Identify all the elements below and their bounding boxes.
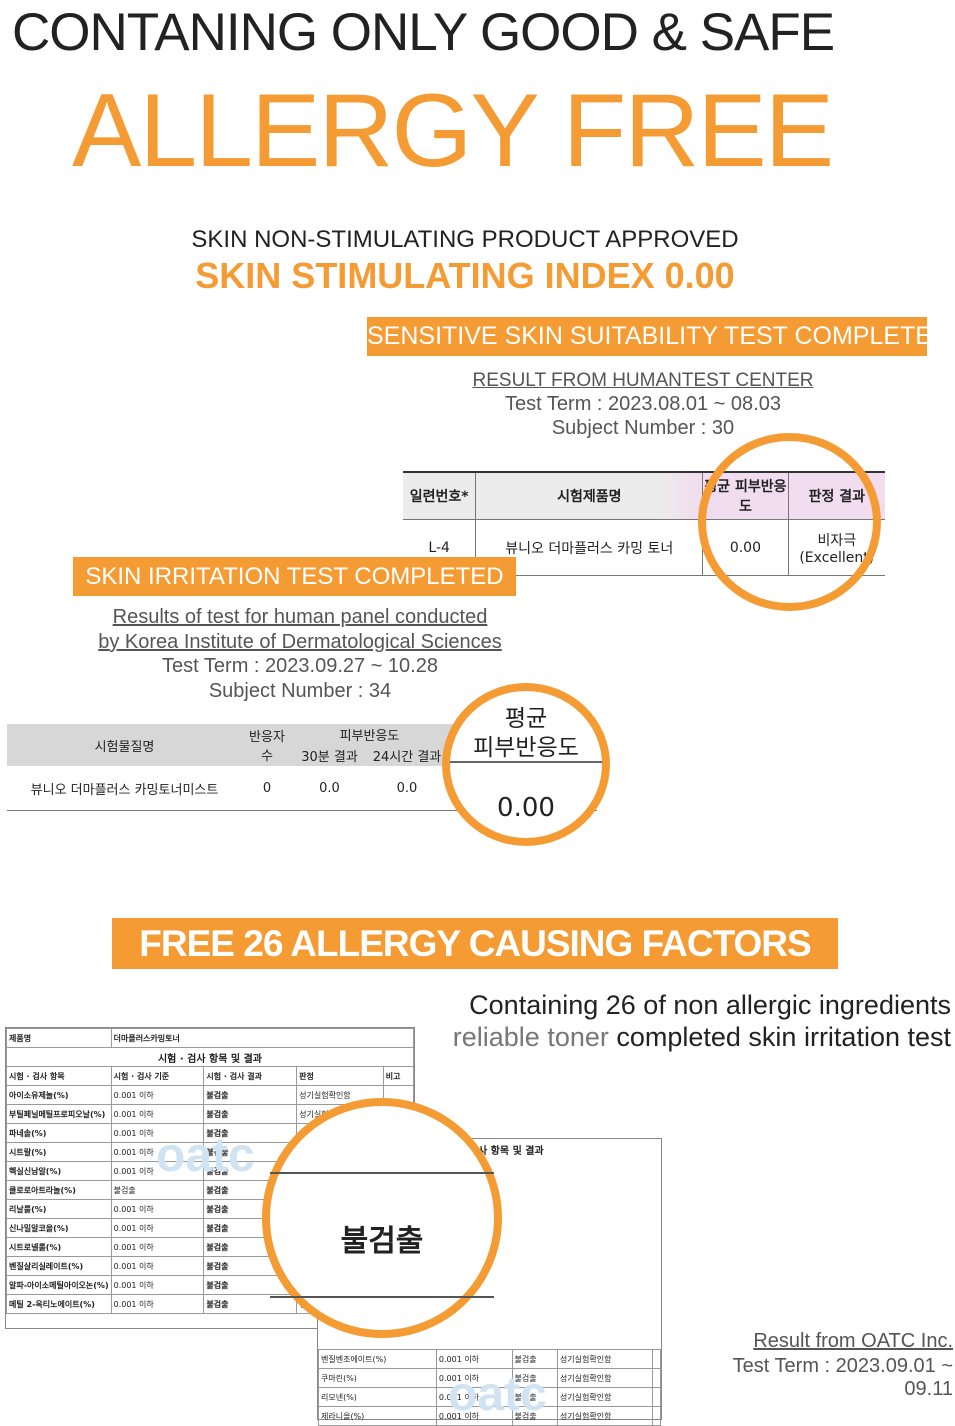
doc2-cell: 성기실험확인함 (556, 1368, 653, 1388)
doc-product-value: 더마플러스카밍토너 (110, 1028, 415, 1048)
doc2-cell: 성기실험확인함 (556, 1406, 653, 1426)
doc-header-result: 시험 · 검사 결과 (203, 1066, 298, 1086)
table-cell-30min: 0.0 (292, 766, 367, 811)
doc-cell: 불검출 (203, 1104, 298, 1124)
table-cell-product: 뷰니오 더마플러스 카밍 토너 (475, 519, 703, 576)
allergen-report-table-2: 벤질벤조에이트(%) 0.001 이하 불검출 성기실험확인함 쿠마린(%) 0.001 … (318, 1349, 662, 1426)
sensitive-source: RESULT FROM HUMANTEST CENTER (472, 370, 814, 391)
circle-label-line2: 피부반응도 (473, 735, 579, 761)
irritation-source-2: by Korea Institute of Dermatological Sci… (98, 631, 502, 653)
sensitive-term: Test Term : 2023.08.01 ~ 08.03 (505, 393, 781, 415)
doc-cell: 헥실신남알(%) (6, 1161, 112, 1181)
doc-header-note: 비고 (382, 1066, 415, 1086)
table-header-product: 시험제품명 (475, 471, 703, 520)
sensitive-subjects: Subject Number : 30 (551, 417, 735, 439)
highlight-circle-3: 불검출 (262, 1098, 502, 1338)
circle-label-line1: 평균 (504, 706, 548, 732)
doc-cell: 0.001 이하 (110, 1294, 205, 1314)
sensitive-test-bar: SENSITIVE SKIN SUITABILITY TEST COMPLETE… (367, 317, 950, 356)
doc-cell: 아이소유제놀(%) (6, 1085, 112, 1105)
table-header-serial: 일련번호* (403, 471, 476, 520)
magnifier-line-top (270, 1172, 494, 1174)
doc-cell: 신나밀알코올(%) (6, 1218, 112, 1238)
circle-divider (450, 761, 602, 763)
factors-desc-1: Containing 26 of non allergic ingredient… (469, 990, 951, 1020)
oatc-watermark: oatc (156, 1129, 255, 1182)
factors-desc-2: reliable toner completed skin irritation… (416, 1022, 951, 1053)
table-cell-substance: 뷰니오 더마플러스 카밍토너미스트 (7, 766, 242, 811)
factors-desc-2a: reliable toner (452, 1022, 609, 1052)
doc2-cell: 성기실험확인함 (556, 1387, 653, 1407)
doc-cell: 불검출 (110, 1180, 205, 1200)
table-header-responders: 반응자 수 (249, 730, 285, 764)
doc2-cell: 0.001 이하 (435, 1349, 513, 1369)
doc-cell: 부틸페닐메틸프로피오날(%) (6, 1104, 112, 1124)
doc2-row: 벤질벤조에이트(%) 0.001 이하 불검출 성기실험확인함 (318, 1349, 662, 1369)
doc-cell: 0.001 이하 (110, 1085, 205, 1105)
table-cell-24h: 0.0 (367, 766, 447, 811)
subtitle-index: SKIN STIMULATING INDEX 0.00 (195, 255, 735, 296)
doc-cell: 알파-아이소메틸아이오논(%) (6, 1275, 112, 1295)
irritation-test-bar: SKIN IRRITATION TEST COMPLETED (73, 557, 516, 596)
magnifier-text: 불검출 (340, 1224, 424, 1259)
doc-cell: 0.001 이하 (110, 1218, 205, 1238)
irritation-subjects: Subject Number : 34 (208, 680, 392, 702)
doc2-row: 제라니올(%) 0.001 이하 불검출 성기실험확인함 (318, 1406, 662, 1426)
doc-cell: 시트랄(%) (6, 1142, 112, 1162)
doc2-cell: 성기실험확인함 (556, 1349, 653, 1369)
doc-cell: 0.001 이하 (110, 1275, 205, 1295)
doc-cell: 0.001 이하 (110, 1256, 205, 1276)
table-header-reaction: 피부반응도 (339, 729, 400, 744)
irritation-source-1: Results of test for human panel conducte… (112, 606, 488, 628)
oatc-watermark-2: oatc (448, 1368, 547, 1421)
doc2-cell: 리모넨(%) (318, 1387, 437, 1407)
doc-header-verdict: 판정 (296, 1066, 384, 1086)
doc-cell: 클로로아트라놀(%) (6, 1180, 112, 1200)
doc2-cell: 벤질벤조에이트(%) (318, 1349, 437, 1369)
factors-desc-2b: completed skin irritation test (608, 1022, 951, 1052)
doc-title: 시험 · 검사 항목 및 결과 (6, 1047, 414, 1067)
highlight-circle-1 (698, 433, 881, 611)
doc-cell: 메틸 2-옥티노에이트(%) (6, 1294, 112, 1314)
oatc-term: Test Term : 2023.09.01 ~ 09.11 (732, 1355, 953, 1400)
doc2-cell: 불검출 (511, 1349, 558, 1369)
doc2-cell: 제라니올(%) (318, 1406, 437, 1426)
magnifier-line-bottom (270, 1296, 494, 1298)
allergy-factors-bar: FREE 26 ALLERGY CAUSING FACTORS (112, 918, 838, 969)
table-header-30min: 30분 결과 (301, 750, 358, 765)
doc2-title: 사 항목 및 결과 (478, 1146, 544, 1157)
doc-header-item: 시험 · 검사 항목 (6, 1066, 112, 1086)
doc-header-criteria: 시험 · 검사 기준 (110, 1066, 205, 1086)
doc-cell: 리날룰(%) (6, 1199, 112, 1219)
headline-top: CONTANING ONLY GOOD & SAFE (12, 3, 835, 62)
doc-cell: 0.001 이하 (110, 1237, 205, 1257)
table-header-substance: 시험물질명 (94, 739, 155, 755)
doc-cell: 벤질살리실레이트(%) (6, 1256, 112, 1276)
circle-value: 0.00 (497, 793, 555, 823)
doc-product-label: 제품명 (6, 1028, 112, 1048)
doc-cell: 시트로넬롤(%) (6, 1237, 112, 1257)
headline-main: ALLERGY FREE (72, 73, 834, 189)
oatc-source: Result from OATC Inc. (753, 1330, 953, 1352)
doc-cell: 불검출 (203, 1294, 298, 1314)
doc2-cell: 쿠마린(%) (318, 1368, 437, 1388)
doc-cell: 0.001 이하 (110, 1199, 205, 1219)
table-cell-responders: 0 (242, 766, 292, 811)
doc-cell: 불검출 (203, 1085, 298, 1105)
irritation-term: Test Term : 2023.09.27 ~ 10.28 (162, 655, 438, 677)
highlight-circle-2: 평균 피부반응도 0.00 (442, 683, 610, 846)
doc-cell: 파네솔(%) (6, 1123, 112, 1143)
doc-cell: 0.001 이하 (110, 1104, 205, 1124)
table-header-24h: 24시간 결과 (372, 750, 442, 765)
subtitle-approved: SKIN NON-STIMULATING PRODUCT APPROVED (191, 226, 739, 253)
